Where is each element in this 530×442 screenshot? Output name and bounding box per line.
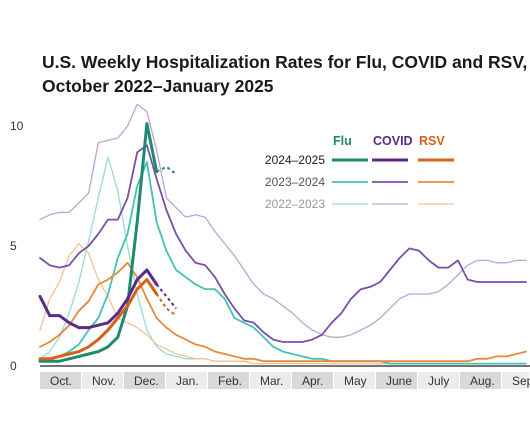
chart-title: U.S. Weekly Hospitalization Rates for Fl… bbox=[42, 50, 527, 98]
month-band bbox=[376, 372, 417, 389]
series-lines bbox=[38, 103, 527, 365]
legend-header: Flu bbox=[333, 134, 352, 148]
series-line-covid-current-dashed bbox=[155, 283, 177, 310]
month-label: July bbox=[428, 374, 449, 388]
month-label: Apr. bbox=[302, 374, 323, 388]
month-band bbox=[250, 372, 291, 389]
legend-row-label: 2024–2025 bbox=[265, 153, 325, 167]
legend-row-label: 2022–2023 bbox=[265, 197, 325, 211]
month-label: Mar. bbox=[260, 374, 283, 388]
month-label: Aug. bbox=[470, 374, 495, 388]
y-axis: 0 5 10 bbox=[10, 119, 24, 373]
month-band bbox=[292, 372, 333, 389]
month-band bbox=[124, 372, 165, 389]
series-line-rsv-light bbox=[39, 261, 527, 363]
month-band bbox=[502, 372, 529, 389]
month-band bbox=[208, 372, 249, 389]
series-line-rsv-faint bbox=[39, 242, 527, 365]
chart-title-line-1: U.S. Weekly Hospitalization Rates for Fl… bbox=[42, 52, 528, 72]
series-line-flu-current bbox=[38, 122, 159, 363]
month-axis: Oct. Nov. Dec. Jan. Feb. Mar. Apr. May June July A… bbox=[40, 372, 530, 389]
month-band bbox=[460, 372, 501, 389]
legend-header: COVID bbox=[373, 134, 413, 148]
month-band bbox=[82, 372, 123, 389]
month-label: Jan. bbox=[176, 374, 199, 388]
series-line-rsv-current bbox=[38, 278, 159, 361]
month-band bbox=[166, 372, 207, 389]
month-label: Sep bbox=[512, 374, 530, 388]
month-band bbox=[40, 372, 81, 389]
month-band bbox=[418, 372, 459, 389]
y-tick-label: 10 bbox=[10, 119, 24, 133]
legend-row-label: 2023–2024 bbox=[265, 175, 325, 189]
month-label: Nov. bbox=[92, 374, 116, 388]
series-line-covid-current bbox=[38, 268, 159, 330]
month-label: June bbox=[386, 374, 412, 388]
series-line-covid-faint bbox=[39, 103, 527, 338]
chart-title-line-2: October 2022–January 2025 bbox=[42, 76, 274, 96]
month-band bbox=[334, 372, 375, 389]
month-label: Feb. bbox=[218, 374, 242, 388]
series-line-flu-current-dashed bbox=[156, 165, 177, 175]
legend-header: RSV bbox=[419, 134, 445, 148]
series-line-rsv-current-dashed bbox=[155, 293, 177, 317]
month-label: Dec. bbox=[134, 374, 159, 388]
series-line-covid-light bbox=[39, 144, 527, 343]
legend: Flu COVID RSV 2024–2025 2023–2024 2022–2023 bbox=[265, 134, 454, 211]
month-label: Oct. bbox=[50, 374, 72, 388]
series-line-flu-light bbox=[39, 161, 527, 365]
month-label: May bbox=[344, 374, 367, 388]
y-tick-label: 0 bbox=[10, 359, 17, 373]
y-tick-label: 5 bbox=[10, 239, 17, 253]
